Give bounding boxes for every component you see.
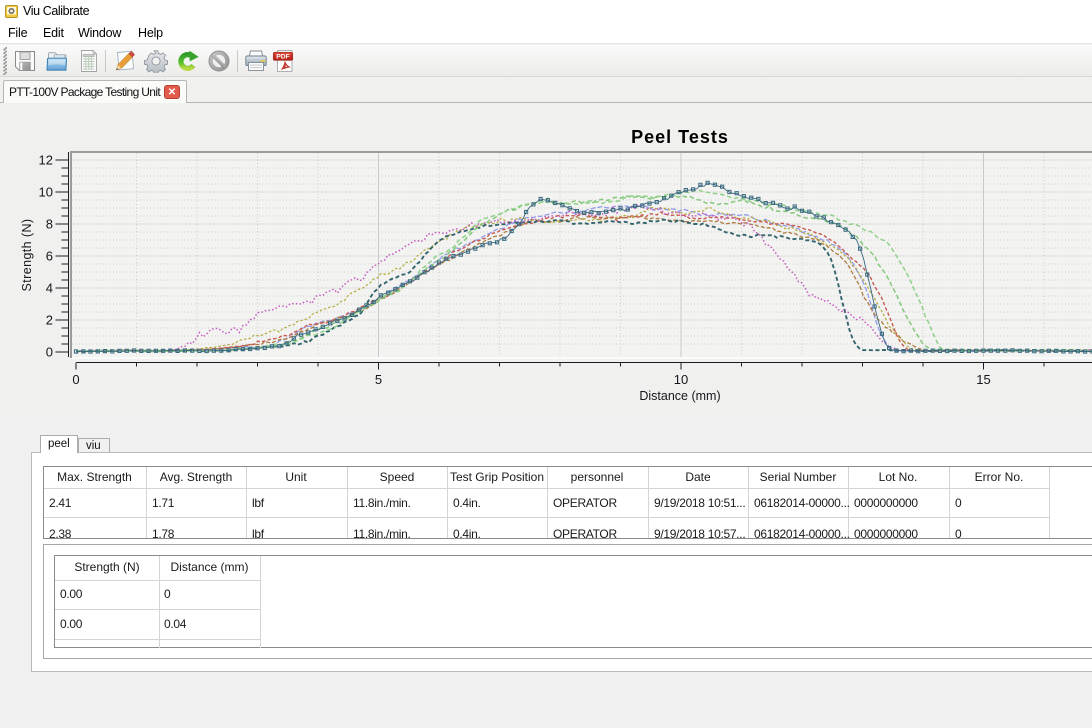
svg-text:Strength (N): Strength (N) xyxy=(20,219,34,292)
svg-text:12: 12 xyxy=(39,153,53,168)
svg-text:15: 15 xyxy=(976,372,990,387)
svg-text:5: 5 xyxy=(375,372,382,387)
svg-text:Distance (mm): Distance (mm) xyxy=(639,389,720,403)
svg-text:4: 4 xyxy=(46,281,53,296)
svg-text:PDF: PDF xyxy=(276,54,290,61)
svg-text:2: 2 xyxy=(46,313,53,328)
svg-text:6: 6 xyxy=(46,249,53,264)
svg-text:0: 0 xyxy=(46,345,53,360)
svg-text:10: 10 xyxy=(39,185,53,200)
svg-text:8: 8 xyxy=(46,217,53,232)
svg-text:10: 10 xyxy=(674,372,688,387)
svg-text:0: 0 xyxy=(72,372,79,387)
